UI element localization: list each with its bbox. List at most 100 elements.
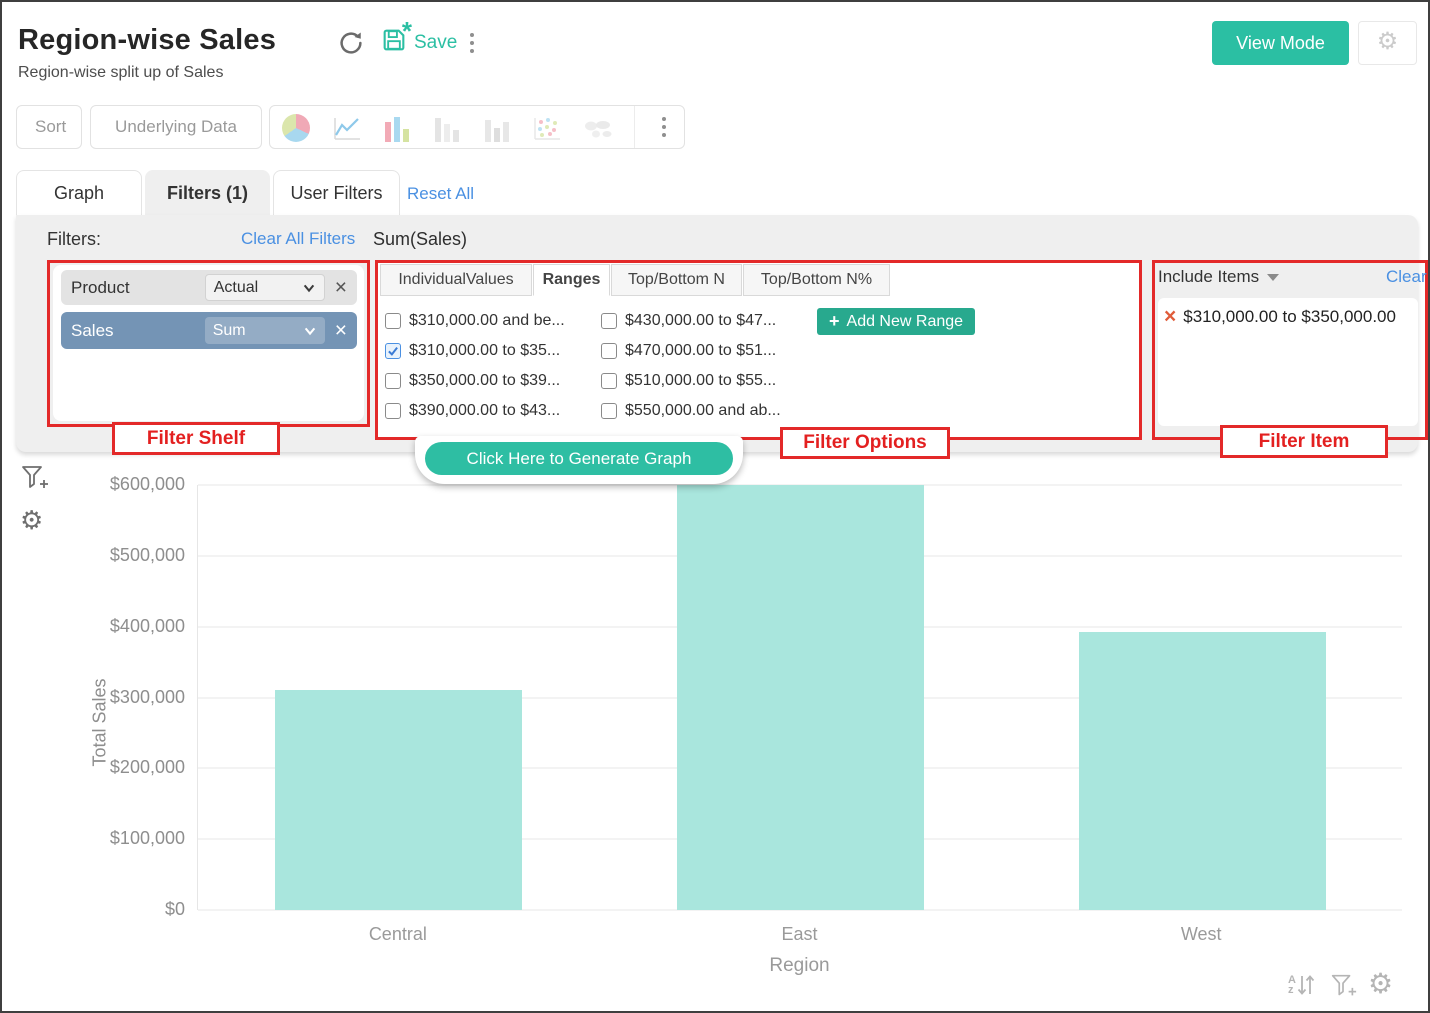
checkbox-unchecked[interactable] (385, 373, 401, 389)
y-axis-tick-label: $300,000 (109, 686, 185, 707)
unsaved-asterisk: * (401, 16, 412, 46)
tab-filters[interactable]: Filters (1) (145, 170, 270, 216)
filter-item-annotation-label: Filter Item (1220, 425, 1388, 458)
add-filter-icon[interactable] (18, 462, 50, 499)
range-option[interactable]: $470,000.00 to $51... (601, 336, 831, 366)
save-label: Save (414, 31, 458, 53)
shelf-field-label: Sales (71, 320, 114, 340)
range-option-label: $310,000.00 to $35... (409, 342, 561, 359)
tab-top-bottom-n-pct[interactable]: Top/Bottom N% (743, 264, 890, 296)
header-more-menu[interactable] (464, 27, 480, 59)
remove-sales-filter-icon[interactable]: × (334, 319, 347, 342)
checkbox-unchecked[interactable] (601, 343, 617, 359)
pie-chart-icon[interactable] (282, 112, 311, 142)
page-title: Region-wise Sales (18, 24, 277, 56)
filter-shelf: Product Actual × Sales Sum × (53, 265, 364, 421)
shelf-row-sales[interactable]: Sales Sum × (61, 312, 357, 349)
range-option-label: $390,000.00 to $43... (409, 402, 561, 419)
y-axis-tick-label: $200,000 (109, 757, 185, 778)
product-aggregate-value: Actual (213, 278, 259, 296)
range-option[interactable]: $550,000.00 and ab... (601, 396, 831, 426)
range-option-label: $430,000.00 to $47... (625, 312, 777, 329)
add-new-range-label: Add New Range (846, 312, 964, 330)
bar-east[interactable] (677, 485, 924, 910)
tab-user-filters[interactable]: User Filters (273, 170, 400, 216)
range-option[interactable]: $310,000.00 to $35... (385, 336, 601, 366)
page-subtitle: Region-wise split up of Sales (18, 64, 224, 81)
reset-all-link[interactable]: Reset All (407, 184, 475, 203)
sort-button[interactable]: Sort (16, 105, 82, 149)
bar-central[interactable] (275, 690, 523, 910)
range-option[interactable]: $430,000.00 to $47... (601, 306, 831, 336)
stacked-bar-chart-icon[interactable] (433, 112, 462, 142)
range-option[interactable]: $310,000.00 and be... (385, 306, 601, 336)
sales-aggregate-select[interactable]: Sum (204, 317, 325, 344)
tab-individual-values[interactable]: IndividualValues (380, 264, 532, 296)
bar-west[interactable] (1078, 632, 1326, 910)
included-items-list: × $310,000.00 to $350,000.00 (1158, 298, 1418, 426)
line-chart-icon[interactable] (332, 112, 362, 142)
refresh-icon[interactable] (336, 28, 366, 63)
range-option-label: $310,000.00 and be... (409, 312, 565, 329)
product-aggregate-select[interactable]: Actual (204, 274, 325, 301)
clear-include-items-link[interactable]: Clear (1386, 267, 1427, 286)
include-items-dropdown[interactable]: Include Items (1158, 267, 1280, 287)
gear-icon: ⚙ (1376, 28, 1399, 55)
x-axis-tick-label: Central (368, 924, 427, 944)
checkbox-unchecked[interactable] (601, 403, 617, 419)
view-mode-button[interactable]: View Mode (1212, 21, 1349, 65)
tab-ranges[interactable]: Ranges (533, 264, 610, 296)
tab-graph[interactable]: Graph (16, 170, 142, 216)
header-settings-button[interactable]: ⚙ (1358, 21, 1417, 65)
shelf-field-label: Product (71, 277, 130, 297)
x-axis-title: Region (769, 955, 830, 976)
included-item: × $310,000.00 to $350,000.00 (1158, 298, 1418, 335)
remove-item-icon[interactable]: × (1164, 305, 1177, 328)
checkbox-checked[interactable] (385, 343, 401, 359)
chevron-down-icon (303, 284, 314, 292)
chevron-down-icon (304, 327, 315, 335)
included-item-label: $310,000.00 to $350,000.00 (1183, 306, 1396, 326)
range-option[interactable]: $350,000.00 to $39... (385, 366, 601, 396)
generate-graph-button[interactable]: Click Here to Generate Graph (425, 442, 733, 475)
range-option[interactable]: $510,000.00 to $55... (601, 366, 831, 396)
include-items-label: Include Items (1158, 267, 1260, 286)
toolbar-divider (634, 106, 636, 148)
shelf-row-product[interactable]: Product Actual × (61, 270, 357, 305)
checkbox-unchecked[interactable] (385, 403, 401, 419)
chart-options-gear-icon[interactable]: ⚙ (1368, 968, 1394, 999)
combo-chart-icon[interactable] (482, 112, 511, 142)
remove-product-filter-icon[interactable]: × (334, 276, 347, 299)
range-option-label: $510,000.00 to $55... (625, 372, 777, 389)
filter-shelf-annotation-label: Filter Shelf (112, 422, 280, 455)
generate-graph-container: Click Here to Generate Graph (415, 436, 743, 484)
plot-area (197, 484, 1402, 911)
scatter-plot-icon[interactable] (532, 112, 562, 142)
ranges-list: $310,000.00 and be... $310,000.00 to $35.… (385, 306, 831, 426)
clear-all-filters-link[interactable]: Clear All Filters (241, 229, 356, 248)
plus-icon: + (829, 311, 840, 331)
filter-chart-icon[interactable] (1328, 971, 1358, 1006)
range-option[interactable]: $390,000.00 to $43... (385, 396, 601, 426)
add-new-range-button[interactable]: + Add New Range (817, 308, 976, 335)
tab-top-bottom-n[interactable]: Top/Bottom N (611, 264, 742, 296)
y-axis-tick-label: $0 (164, 899, 185, 919)
filters-label: Filters: (47, 229, 101, 249)
checkbox-unchecked[interactable] (601, 313, 617, 329)
chart-type-toolbar (269, 105, 685, 149)
underlying-data-button[interactable]: Underlying Data (90, 105, 262, 149)
chart-more-menu[interactable] (656, 111, 672, 143)
map-chart-icon[interactable] (583, 112, 613, 142)
y-axis-tick-label: $100,000 (109, 828, 185, 849)
save-button[interactable]: * Save (380, 16, 458, 59)
sales-aggregate-value: Sum (212, 321, 246, 339)
checkbox-unchecked[interactable] (385, 313, 401, 329)
checkbox-unchecked[interactable] (601, 373, 617, 389)
range-option-label: $550,000.00 and ab... (625, 402, 781, 419)
chart-settings-gear-icon[interactable]: ⚙ (20, 505, 44, 535)
x-axis-tick-label: East (781, 924, 818, 944)
bar-chart-icon[interactable] (383, 112, 412, 142)
filter-options-annotation-label: Filter Options (780, 427, 950, 459)
